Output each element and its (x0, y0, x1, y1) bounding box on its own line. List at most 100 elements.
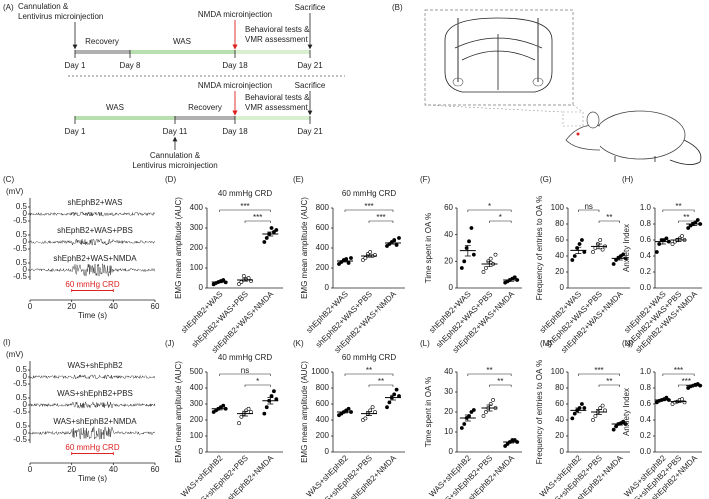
mouse-head (565, 124, 601, 151)
data-point (459, 266, 464, 270)
data-point (483, 266, 488, 270)
stimulus-bar (71, 452, 114, 455)
trace-label: shEphB2+WAS (67, 198, 122, 207)
y-tick-label: 300 (190, 399, 204, 408)
data-point (471, 252, 476, 257)
data-point (621, 252, 626, 257)
data-point (387, 400, 392, 405)
significance-bracket (219, 373, 271, 376)
significance-label: ** (378, 377, 384, 386)
significance-bracket (598, 220, 620, 223)
day-label: Day 21 (297, 127, 323, 136)
significance-label: * (256, 377, 259, 386)
chart-title: 40 mmHg CRD (218, 353, 272, 362)
data-point (337, 262, 341, 266)
phase-bar (75, 116, 175, 120)
y-tick-label: 200 (190, 243, 204, 252)
y-tick-label: 0 (560, 283, 565, 292)
y-tick-label: 40 (555, 415, 564, 424)
x-tick-label: 60 (151, 302, 160, 311)
error-bar (366, 411, 372, 416)
y-axis-label: EMG mean amplitude (AUC) (174, 197, 183, 299)
y-tick-label: 30 (444, 387, 453, 396)
chart-title: 40 mmHg CRD (218, 189, 272, 198)
event-label: Behavioral tests & (245, 93, 310, 102)
data-point (670, 242, 675, 246)
y-tick-label: 0 (23, 209, 28, 218)
event-label: VMR assessment (245, 103, 308, 112)
significance-bracket (368, 384, 394, 387)
emg-trace (29, 426, 156, 440)
y-tick-label: 200 (316, 431, 330, 440)
error-bar (596, 409, 602, 415)
x-tick-label: shEphB2+WAS (305, 290, 350, 335)
stimulus-label: 60 mmHg CRD (65, 280, 119, 289)
data-point (680, 234, 685, 238)
y-axis-label: EMG mean amplitude (AUC) (300, 361, 309, 463)
significance-label: *** (376, 213, 385, 222)
zoom-origin (562, 111, 584, 127)
y-tick-label: 800 (316, 203, 330, 212)
significance-bracket (467, 209, 512, 212)
data-point (346, 406, 351, 411)
significance-label: *** (364, 202, 373, 211)
data-point (264, 236, 269, 240)
y-tick-label: 0.0 (640, 283, 652, 292)
phase-bar (235, 50, 310, 54)
y-tick-label: 1.0 (640, 203, 652, 212)
y-tick-label: 0.5 (16, 202, 28, 211)
significance-bracket (467, 373, 512, 376)
y-tick-label: 0.0 (640, 447, 652, 456)
error-bar (575, 246, 582, 254)
y-tick-label: 100 (190, 431, 204, 440)
data-point (512, 275, 517, 280)
zoom-box (424, 9, 574, 106)
y-tick-label: -0.5 (13, 244, 27, 253)
data-point (462, 259, 467, 264)
y-tick-label: 0 (560, 447, 565, 456)
injection-site (532, 77, 544, 87)
dot-plots: (D) 40 mmHg CRD EMG mean amplitude (AUC) 0 1… (165, 175, 703, 499)
event-label: Cannulation & (18, 2, 69, 11)
significance-bracket (662, 209, 695, 212)
y-tick-label: 0 (23, 265, 28, 274)
data-point (459, 426, 464, 430)
significance-label: ns (241, 366, 249, 375)
y-tick-label: 0.5 (16, 393, 28, 402)
data-point (481, 414, 486, 418)
y-tick-label: 400 (190, 383, 204, 392)
significance-label: *** (682, 377, 691, 386)
phase-label: WAS (173, 37, 191, 46)
significance-bracket (244, 220, 271, 223)
emg-panels: (C)(mV)shEphB2+WAS0.50-0.5shEphB2+WAS+PB… (3, 175, 160, 483)
brain-structure (454, 34, 543, 90)
panel-label: (G) (540, 175, 552, 184)
significance-label: ** (606, 213, 612, 222)
error-bar (486, 404, 493, 412)
data-point (503, 444, 508, 448)
y-tick-label: -0.5 (13, 379, 27, 388)
error-bar (616, 256, 623, 261)
y-tick-label: 0.4 (640, 251, 652, 260)
error-bar (390, 241, 396, 245)
event-label: Cannulation & (150, 151, 201, 160)
y-tick-label: 60 (444, 203, 453, 212)
error-bar (508, 440, 515, 444)
emg-trace (29, 401, 156, 409)
phase-bar (175, 116, 235, 120)
data-point (654, 250, 659, 254)
mouse-legs (614, 156, 656, 162)
mouse-tail (669, 139, 702, 165)
x-tick-label: 60 (151, 465, 160, 474)
significance-bracket (344, 209, 394, 212)
panel-label: (L) (420, 339, 430, 348)
data-point (591, 250, 595, 254)
x-tick-label: shEphB2+WAS (179, 290, 224, 335)
significance-label: * (499, 213, 502, 222)
y-axis-label: Anxiety Index (622, 388, 631, 436)
x-tick-label: 0 (28, 302, 33, 311)
event-label: Behavioral tests & (245, 25, 310, 34)
data-point (264, 405, 269, 410)
data-point (467, 239, 471, 244)
y-tick-label: 0.2 (640, 431, 652, 440)
